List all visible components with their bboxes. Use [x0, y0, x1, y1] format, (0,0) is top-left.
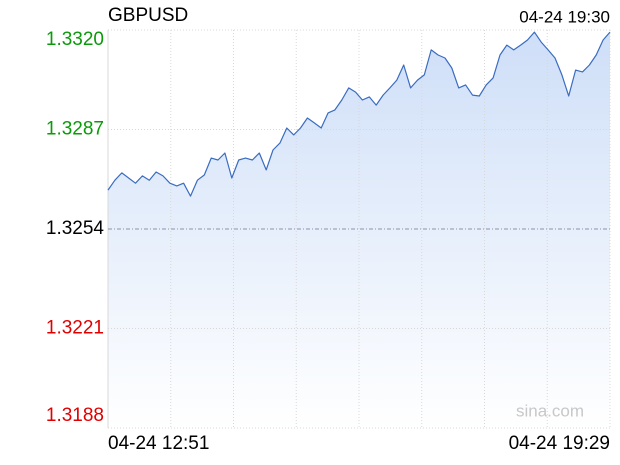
y-tick-label: 1.3188 — [46, 405, 104, 426]
y-tick-label: 1.3287 — [46, 119, 104, 140]
price-line — [107, 31, 611, 197]
area — [108, 32, 610, 428]
chart-title: GBPUSD — [108, 5, 188, 26]
y-tick-label: 1.3221 — [46, 318, 104, 339]
y-tick-label: 1.3254 — [46, 218, 105, 239]
x-tick-label: 04-24 19:29 — [509, 433, 610, 454]
timestamp: 04-24 19:30 — [519, 7, 610, 26]
y-tick-label: 1.3320 — [46, 29, 104, 50]
x-tick-label: 04-24 12:51 — [108, 433, 209, 454]
watermark: sina.com — [516, 401, 584, 420]
